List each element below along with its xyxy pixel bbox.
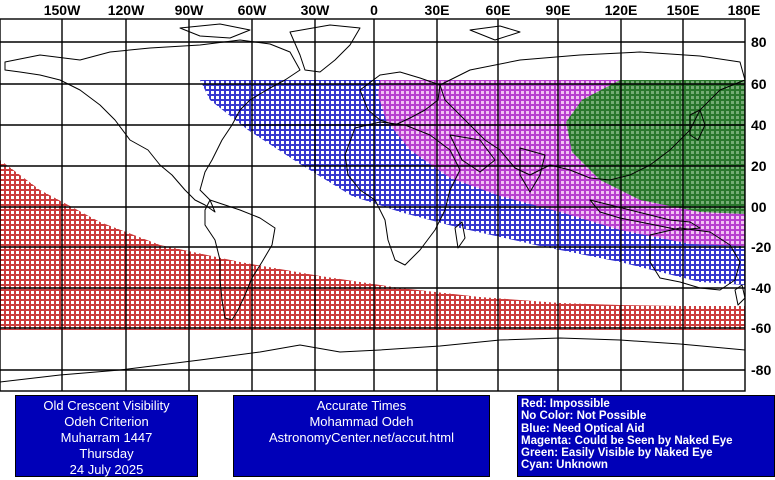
lat-label-20: 20 [751, 158, 767, 174]
japan-outline [689, 109, 706, 141]
madagascar-outline [454, 221, 466, 249]
lon-label-90e: 90E [545, 2, 571, 18]
info-box-center: Accurate Times Mohammad Odeh AstronomyCe… [233, 395, 490, 477]
lon-label-30w: 30W [300, 2, 330, 18]
south-america-outline [204, 199, 276, 321]
legend-box: Red: Impossible No Color: Not Possible B… [517, 395, 775, 477]
india-outline [519, 147, 546, 193]
antarctica-outline [0, 337, 746, 392]
new-zealand-outline [734, 284, 746, 306]
info-criterion: Odeh Criterion [64, 414, 149, 429]
lat-label-m40: -40 [751, 280, 772, 296]
legend-red: Red: Impossible [521, 398, 610, 410]
lon-label-150e: 150E [666, 2, 700, 18]
legend-blue: Blue: Need Optical Aid [521, 422, 645, 435]
visibility-regions [0, 80, 745, 330]
lon-label-150w: 150W [43, 2, 81, 18]
coastlines [0, 23, 746, 392]
lon-label-120e: 120E [604, 2, 638, 18]
lon-label-90w: 90W [174, 2, 204, 18]
lon-label-0: 0 [370, 2, 378, 18]
lat-label-m80: -80 [751, 362, 772, 378]
greenland-outline [289, 24, 361, 73]
lat-label-80: 80 [751, 34, 767, 50]
africa-outline [344, 121, 461, 266]
region-easily-visible [566, 80, 745, 214]
indonesia-outline [589, 199, 701, 231]
lon-label-30e: 30E [424, 2, 450, 18]
info-accurate-times: Accurate Times [316, 398, 407, 413]
arctic-islands-outline [179, 23, 521, 41]
lon-label-180e: 180E [727, 2, 761, 18]
info-date: 24 July 2025 [69, 462, 144, 477]
info-author: Mohammad Odeh [309, 414, 414, 429]
info-month: Muharram 1447 [60, 430, 153, 445]
info-title: Old Crescent Visibility [43, 398, 170, 413]
lat-label-m60: -60 [751, 320, 772, 336]
legend-cyan: Cyan: Unknown [521, 459, 608, 472]
info-weekday: Thursday [79, 446, 134, 461]
lat-label-00: 00 [751, 199, 767, 215]
info-url: AstronomyCenter.net/accut.html [269, 430, 454, 445]
lat-label-60: 60 [751, 76, 767, 92]
lat-label-40: 40 [751, 117, 767, 133]
legend-magenta: Magenta: Could be Seen by Naked Eye [521, 434, 733, 447]
lat-label-m20: -20 [751, 239, 772, 255]
arabia-outline [449, 134, 496, 173]
north-america-outline [4, 39, 301, 213]
legend-green: Green: Easily Visible by Naked Eye [521, 447, 713, 460]
info-box-left: Old Crescent Visibility Odeh Criterion M… [15, 395, 198, 477]
asia-outline [439, 51, 746, 181]
lon-label-60e: 60E [485, 2, 511, 18]
lon-label-60w: 60W [237, 2, 267, 18]
legend-none: No Color: Not Possible [521, 410, 647, 423]
australia-outline [649, 227, 741, 291]
europe-outline [359, 71, 441, 126]
lon-label-120w: 120W [107, 2, 145, 18]
